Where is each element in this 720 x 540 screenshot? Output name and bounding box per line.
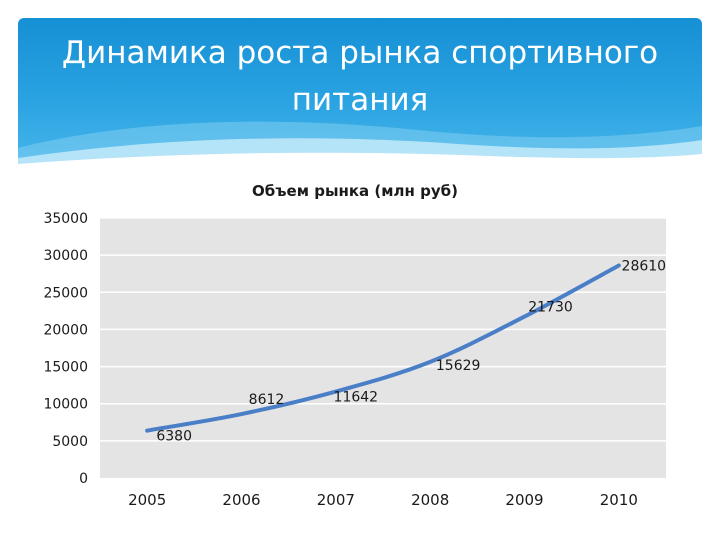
data-label: 21730 — [528, 300, 573, 316]
gridlines — [100, 217, 666, 442]
slide-header — [18, 18, 702, 168]
chart-title: Объем рынка (млн руб) — [252, 182, 458, 200]
y-tick-label: 15000 — [43, 360, 88, 376]
data-labels: 6380 8612 11642 15629 21730 28610 — [156, 258, 666, 444]
x-axis-tick-labels: 2005 2006 2007 2008 2009 2010 — [128, 491, 638, 509]
x-tick-label: 2005 — [128, 491, 166, 509]
data-label: 6380 — [156, 429, 192, 445]
series-line — [145, 263, 621, 433]
y-tick-label: 30000 — [43, 248, 88, 264]
x-tick-label: 2007 — [317, 491, 355, 509]
y-tick-label: 35000 — [43, 211, 88, 227]
y-tick-label: 5000 — [52, 434, 88, 450]
y-tick-label: 25000 — [43, 285, 88, 301]
data-label: 15629 — [436, 358, 481, 374]
data-label: 11642 — [334, 390, 379, 406]
y-axis-tick-labels: 0 5000 10000 15000 20000 25000 30000 35000 — [43, 211, 88, 487]
plot-area — [100, 218, 666, 478]
slide-title: Динамика роста рынка спортивного питания — [61, 35, 659, 118]
x-tick-label: 2010 — [600, 491, 638, 509]
header-wave-decoration — [18, 121, 702, 168]
y-tick-label: 20000 — [43, 322, 88, 338]
y-tick-label: 0 — [79, 471, 88, 487]
data-label: 8612 — [249, 392, 285, 408]
x-tick-label: 2009 — [505, 491, 543, 509]
x-tick-label: 2006 — [222, 491, 260, 509]
data-label: 28610 — [622, 258, 667, 274]
x-tick-label: 2008 — [411, 491, 449, 509]
y-tick-label: 10000 — [43, 397, 88, 413]
